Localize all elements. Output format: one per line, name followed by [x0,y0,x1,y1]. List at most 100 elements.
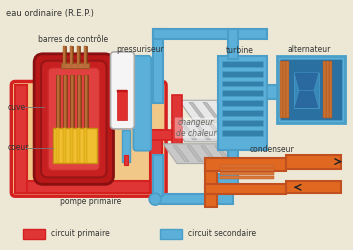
Bar [61,63,89,68]
Polygon shape [179,100,258,120]
Text: pompe primaire: pompe primaire [60,197,121,206]
Polygon shape [209,124,225,140]
Bar [160,229,182,239]
Bar [77,128,80,162]
FancyBboxPatch shape [110,52,134,129]
Bar [218,56,267,150]
Polygon shape [294,72,319,108]
Bar [64,74,66,156]
Bar [153,155,163,196]
Polygon shape [195,124,211,140]
Bar [222,70,263,76]
Bar [220,168,274,171]
Polygon shape [189,102,205,118]
FancyBboxPatch shape [133,56,151,151]
Text: changeur
de chaleur: changeur de chaleur [175,118,216,138]
Text: circuit secondaire: circuit secondaire [188,229,256,238]
Text: eau ordinaire (R.E.P.): eau ordinaire (R.E.P.) [6,9,94,18]
Bar [222,120,263,126]
Bar [85,74,87,156]
Bar [63,74,67,156]
Polygon shape [294,90,319,108]
Polygon shape [223,124,239,140]
Polygon shape [203,102,219,118]
Bar [118,90,127,120]
Bar [329,61,332,118]
Bar [222,61,263,67]
Bar [70,46,73,66]
Polygon shape [181,124,197,140]
Bar [205,158,286,172]
Polygon shape [217,102,233,118]
Text: circuit primaire: circuit primaire [51,229,110,238]
Bar [84,74,88,156]
Text: coeur: coeur [7,143,29,152]
Bar [283,61,286,118]
Text: alternateur: alternateur [287,45,331,54]
FancyBboxPatch shape [48,68,100,170]
Bar [15,181,162,193]
Bar [56,128,59,162]
Bar [23,229,45,239]
Polygon shape [215,146,231,162]
Bar [228,148,238,180]
Bar [84,46,86,66]
Bar [222,110,263,116]
Bar [218,174,238,184]
Bar [220,172,274,175]
Bar [153,194,233,204]
Bar [78,74,80,156]
Bar [77,46,80,66]
Bar [150,130,180,140]
Polygon shape [294,72,319,90]
Bar [57,74,59,156]
Bar [222,80,263,86]
Bar [220,164,274,167]
Bar [70,46,72,66]
Bar [15,86,27,193]
Bar [64,46,65,66]
Bar [280,61,283,118]
Text: pressuriseur: pressuriseur [116,45,164,54]
Bar [53,128,97,162]
Bar [267,86,285,99]
Text: cuve: cuve [7,103,25,112]
Bar [70,128,73,162]
Bar [280,59,342,120]
Bar [153,29,267,39]
Bar [124,155,128,164]
Bar [71,74,73,156]
Polygon shape [173,146,189,162]
Polygon shape [187,146,203,162]
Bar [205,184,286,194]
Bar [222,100,263,106]
Bar [118,90,127,92]
Bar [228,29,238,59]
Bar [205,158,217,207]
Bar [286,181,341,193]
Polygon shape [163,144,243,164]
Bar [56,74,60,156]
Bar [220,176,274,179]
Polygon shape [231,102,246,118]
Bar [70,74,74,156]
Bar [153,29,163,103]
Polygon shape [171,122,250,142]
Bar [63,46,66,66]
FancyBboxPatch shape [11,82,166,196]
Bar [286,155,341,168]
Text: turbine: turbine [226,46,253,55]
Bar [150,130,162,193]
Bar [326,61,329,118]
Bar [122,130,130,162]
Bar [286,61,289,118]
Text: barres de contrôle: barres de contrôle [38,35,108,44]
Polygon shape [201,146,217,162]
Bar [222,90,263,96]
FancyBboxPatch shape [41,61,107,178]
Bar [222,130,263,136]
Bar [63,128,66,162]
Bar [84,128,87,162]
FancyBboxPatch shape [34,54,114,184]
Bar [172,95,182,145]
